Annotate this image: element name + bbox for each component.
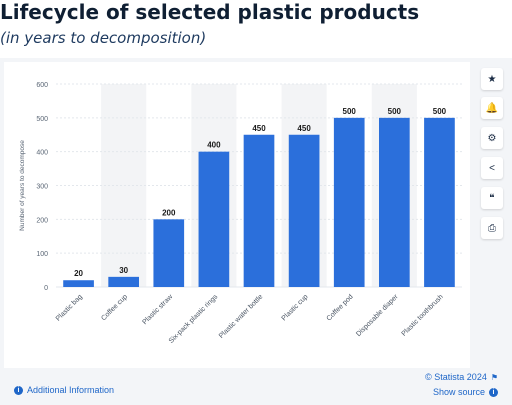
- y-tick-label: 0: [44, 285, 48, 292]
- share-button[interactable]: <: [481, 157, 503, 179]
- copyright-text: © Statista 2024: [425, 372, 487, 382]
- show-source-link[interactable]: Show source i: [433, 387, 498, 397]
- bar: [108, 276, 140, 287]
- y-tick-label: 100: [36, 251, 48, 258]
- data-label: 20: [74, 269, 83, 278]
- bar: [198, 151, 230, 287]
- y-tick-label: 500: [36, 116, 48, 123]
- data-label: 500: [343, 107, 357, 116]
- y-tick-label: 400: [36, 150, 48, 157]
- data-label: 30: [119, 266, 128, 275]
- data-label: 500: [388, 107, 402, 116]
- copyright-line: © Statista 2024 ⚑: [425, 372, 498, 382]
- show-source-label: Show source: [432, 387, 485, 397]
- y-tick-label: 200: [36, 217, 48, 224]
- x-tick-label: Plastic cup: [281, 293, 310, 322]
- bar: [63, 280, 94, 287]
- x-tick-label: Disposable diaper: [355, 293, 400, 338]
- x-tick-label: Coffee cup: [100, 293, 129, 322]
- chart-card: 0 100 200 300 400 500 600 Number of years to de…: [4, 62, 470, 368]
- data-label: 450: [297, 124, 311, 133]
- bar: [378, 117, 410, 287]
- column-band: [101, 84, 147, 287]
- chart-subtitle: (in years to decomposition): [0, 29, 207, 47]
- share-icon: <: [489, 162, 495, 174]
- x-tick-label: Plastic bag: [55, 293, 84, 322]
- y-tick-label: 300: [36, 184, 48, 191]
- print-button[interactable]: ⎙: [481, 217, 503, 239]
- data-label: 450: [252, 124, 266, 133]
- x-tick-label: Plastic straw: [141, 293, 174, 326]
- x-tick-label: Plastic water bottle: [218, 293, 265, 340]
- bar: [288, 134, 320, 287]
- data-label: 200: [162, 208, 176, 217]
- additional-information-link[interactable]: i Additional Information: [14, 385, 114, 395]
- bell-icon: 🔔: [485, 102, 499, 114]
- bar-chart: 0 100 200 300 400 500 600 Number of years to de…: [19, 82, 462, 345]
- x-tick-label: Six-pack plastic rings: [168, 293, 220, 345]
- gear-button[interactable]: ⚙: [481, 127, 503, 149]
- bell-button[interactable]: 🔔: [481, 97, 503, 119]
- bar: [424, 117, 455, 287]
- data-label: 500: [433, 107, 447, 116]
- star-icon: ★: [487, 73, 497, 85]
- x-tick-label: Plastic toothbrush: [401, 293, 445, 337]
- bar: [243, 134, 275, 287]
- info-icon: i: [489, 387, 498, 397]
- chart-title: Lifecycle of selected plastic products: [0, 0, 420, 24]
- quote-icon: ❝: [489, 192, 495, 204]
- x-tick-label: Coffee pod: [326, 293, 355, 322]
- y-axis-label: Number of years to decompose: [19, 140, 26, 231]
- quote-button[interactable]: ❝: [481, 187, 503, 209]
- bar: [153, 219, 185, 287]
- star-button[interactable]: ★: [481, 68, 503, 90]
- flag-icon: ⚑: [490, 372, 498, 382]
- data-label: 400: [207, 141, 221, 150]
- additional-information-label: Additional Information: [27, 385, 115, 395]
- y-tick-label: 600: [36, 82, 48, 89]
- gear-icon: ⚙: [487, 132, 497, 144]
- info-icon: i: [14, 385, 23, 395]
- bar: [333, 117, 365, 287]
- print-icon: ⎙: [488, 222, 496, 234]
